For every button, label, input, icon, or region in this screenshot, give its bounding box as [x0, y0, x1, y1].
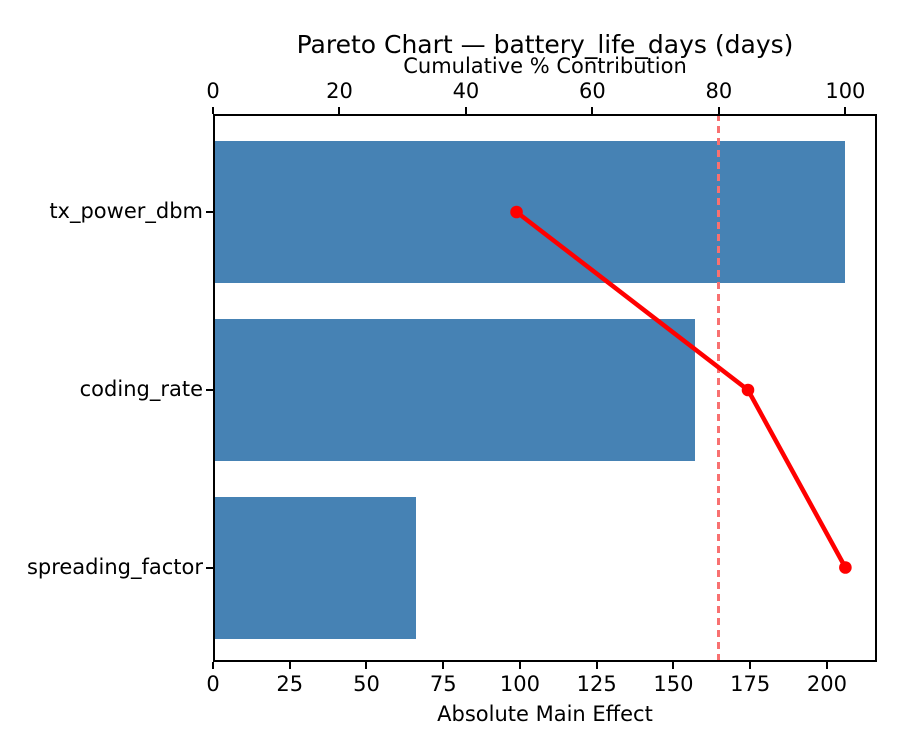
x-tick-label-top: 100	[825, 79, 866, 103]
bar-coding_rate	[213, 319, 695, 461]
x-tickmark-bottom	[672, 662, 675, 669]
cumulative-marker-tx_power_dbm	[510, 205, 523, 219]
x-tickmark-top	[844, 107, 847, 114]
y-tickmark	[206, 389, 213, 391]
x-tick-label-top: 0	[206, 79, 220, 103]
x-tickmark-bottom	[288, 662, 291, 669]
x-tick-label-bottom: 75	[429, 672, 457, 696]
y-category-label-coding_rate: coding_rate	[79, 377, 203, 401]
x-tick-label-bottom: 200	[806, 672, 847, 696]
x-tickmark-bottom	[212, 662, 214, 669]
x-tickmark-bottom	[825, 662, 828, 669]
y-tickmark	[206, 211, 213, 213]
bottom-spine	[213, 660, 877, 662]
x-tick-label-bottom: 100	[499, 672, 541, 696]
chart-title: Pareto Chart — battery_life_days (days)	[296, 30, 794, 59]
cumulative-line	[515, 210, 848, 569]
x-tick-label-bottom: 0	[206, 672, 220, 696]
threshold-80pct-line	[717, 114, 721, 662]
y-category-label-spreading_factor: spreading_factor	[26, 554, 203, 579]
cumulative-marker-spreading_factor	[839, 561, 852, 574]
x-tickmark-bottom	[595, 662, 598, 669]
x-tick-label-bottom: 25	[276, 672, 304, 696]
x-tick-label-top: 40	[452, 79, 480, 103]
x-tickmark-top	[464, 107, 467, 114]
bar-tx_power_dbm	[213, 141, 846, 283]
top-spine	[213, 114, 877, 116]
x-tick-label-bottom: 150	[653, 672, 694, 696]
right-spine	[875, 114, 877, 662]
x-tick-label-bottom: 125	[576, 672, 617, 696]
bottom-axis-label: Absolute Main Effect	[437, 702, 653, 726]
y-category-label-tx_power_dbm: tx_power_dbm	[49, 199, 203, 223]
cumulative-marker-coding_rate	[741, 383, 755, 397]
x-tickmark-bottom	[749, 662, 752, 669]
y-tickmark	[206, 566, 213, 569]
x-tickmark-bottom	[365, 662, 368, 669]
x-tick-label-top: 20	[326, 79, 353, 103]
x-tick-label-top: 60	[579, 79, 606, 103]
x-tickmark-top	[338, 107, 341, 114]
x-tickmark-top	[212, 107, 214, 114]
x-tickmark-top	[591, 107, 594, 114]
x-tick-label-bottom: 50	[353, 672, 380, 696]
top-axis-label: Cumulative % Contribution	[403, 54, 687, 78]
left-spine	[213, 114, 215, 662]
x-tick-label-bottom: 175	[730, 672, 771, 696]
x-tickmark-top	[717, 107, 720, 114]
bar-spreading_factor	[213, 496, 416, 639]
plot-area	[213, 114, 877, 662]
x-tickmark-bottom	[442, 662, 445, 669]
x-tick-label-top: 80	[705, 79, 733, 103]
x-tickmark-bottom	[518, 662, 521, 669]
cumulative-line-layer	[510, 205, 852, 574]
